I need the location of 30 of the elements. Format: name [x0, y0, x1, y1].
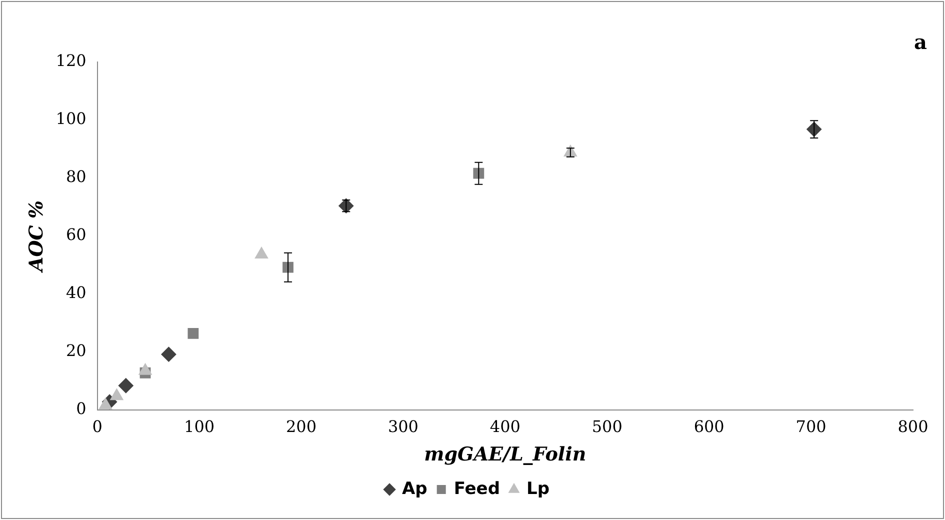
- y-tick-label: 100: [56, 109, 86, 128]
- y-axis-title: AOC %: [25, 200, 48, 274]
- point: [118, 378, 134, 394]
- x-tick-label: 600: [694, 416, 724, 436]
- legend-label: Lp: [526, 478, 550, 499]
- x-tick-label: 400: [490, 416, 520, 436]
- y-tick-label: 80: [66, 167, 86, 186]
- x-tick-label: 0: [92, 416, 102, 436]
- y-tick-label: 0: [76, 399, 86, 418]
- x-tick-label: 300: [388, 416, 418, 436]
- point: [161, 346, 176, 362]
- point: [188, 328, 199, 339]
- x-tick-label: 200: [286, 416, 317, 436]
- point: [254, 247, 268, 259]
- y-tick-label: 40: [66, 283, 86, 302]
- text: a: [914, 30, 928, 54]
- x-tick-label: 500: [592, 416, 622, 436]
- point: [110, 388, 124, 400]
- point: [138, 363, 152, 375]
- legend-label: Feed: [454, 478, 500, 499]
- x-axis-title: mgGAE/L_Folin: [424, 444, 586, 466]
- y-tick-label: 20: [66, 341, 86, 360]
- x-tick-label: 700: [796, 416, 826, 436]
- y-tick-label: 120: [56, 51, 86, 70]
- x-tick-label: 800: [898, 416, 928, 436]
- point: [338, 198, 354, 214]
- y-tick-label: 60: [66, 225, 86, 244]
- legend-label: Ap: [402, 478, 428, 499]
- x-tick-label: 100: [184, 416, 215, 436]
- point: [98, 398, 112, 410]
